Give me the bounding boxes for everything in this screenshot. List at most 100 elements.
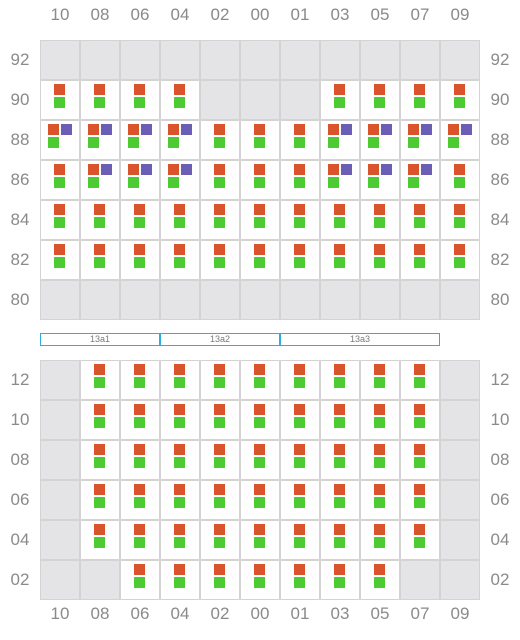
slot-04-05[interactable] (360, 520, 400, 560)
slot-88-04[interactable] (160, 120, 200, 160)
slot-90-06[interactable] (120, 80, 160, 120)
slot-88-06[interactable] (120, 120, 160, 160)
slot-08-00[interactable] (240, 440, 280, 480)
slot-04-03[interactable] (320, 520, 360, 560)
slot-06-01[interactable] (280, 480, 320, 520)
slot-86-05[interactable] (360, 160, 400, 200)
slot-82-00[interactable] (240, 240, 280, 280)
slot-10-05[interactable] (360, 400, 400, 440)
slot-86-10[interactable] (40, 160, 80, 200)
slot-04-00[interactable] (240, 520, 280, 560)
slot-06-02[interactable] (200, 480, 240, 520)
slot-90-10[interactable] (40, 80, 80, 120)
slot-06-04[interactable] (160, 480, 200, 520)
slot-10-00[interactable] (240, 400, 280, 440)
slot-90-03[interactable] (320, 80, 360, 120)
slot-84-05[interactable] (360, 200, 400, 240)
zone-13a1[interactable]: 13a1 (40, 333, 160, 346)
slot-08-03[interactable] (320, 440, 360, 480)
slot-90-08[interactable] (80, 80, 120, 120)
slot-88-00[interactable] (240, 120, 280, 160)
slot-82-05[interactable] (360, 240, 400, 280)
slot-84-10[interactable] (40, 200, 80, 240)
zone-13a3[interactable]: 13a3 (280, 333, 440, 346)
slot-04-01[interactable] (280, 520, 320, 560)
slot-90-05[interactable] (360, 80, 400, 120)
slot-02-06[interactable] (120, 560, 160, 600)
slot-86-02[interactable] (200, 160, 240, 200)
slot-12-00[interactable] (240, 360, 280, 400)
slot-90-09[interactable] (440, 80, 480, 120)
slot-02-01[interactable] (280, 560, 320, 600)
slot-12-02[interactable] (200, 360, 240, 400)
slot-02-03[interactable] (320, 560, 360, 600)
slot-82-03[interactable] (320, 240, 360, 280)
slot-02-04[interactable] (160, 560, 200, 600)
slot-10-04[interactable] (160, 400, 200, 440)
slot-10-08[interactable] (80, 400, 120, 440)
slot-84-01[interactable] (280, 200, 320, 240)
slot-04-06[interactable] (120, 520, 160, 560)
slot-82-07[interactable] (400, 240, 440, 280)
slot-02-00[interactable] (240, 560, 280, 600)
slot-10-06[interactable] (120, 400, 160, 440)
slot-06-00[interactable] (240, 480, 280, 520)
slot-08-07[interactable] (400, 440, 440, 480)
slot-84-07[interactable] (400, 200, 440, 240)
slot-82-01[interactable] (280, 240, 320, 280)
slot-86-09[interactable] (440, 160, 480, 200)
slot-06-06[interactable] (120, 480, 160, 520)
slot-82-10[interactable] (40, 240, 80, 280)
slot-10-02[interactable] (200, 400, 240, 440)
slot-08-02[interactable] (200, 440, 240, 480)
slot-88-05[interactable] (360, 120, 400, 160)
slot-02-05[interactable] (360, 560, 400, 600)
slot-88-08[interactable] (80, 120, 120, 160)
slot-90-07[interactable] (400, 80, 440, 120)
slot-86-04[interactable] (160, 160, 200, 200)
slot-84-04[interactable] (160, 200, 200, 240)
slot-86-06[interactable] (120, 160, 160, 200)
slot-08-05[interactable] (360, 440, 400, 480)
slot-08-06[interactable] (120, 440, 160, 480)
slot-12-08[interactable] (80, 360, 120, 400)
slot-08-01[interactable] (280, 440, 320, 480)
slot-86-01[interactable] (280, 160, 320, 200)
slot-90-04[interactable] (160, 80, 200, 120)
slot-08-04[interactable] (160, 440, 200, 480)
slot-82-08[interactable] (80, 240, 120, 280)
zone-13a2[interactable]: 13a2 (160, 333, 280, 346)
slot-84-08[interactable] (80, 200, 120, 240)
slot-82-06[interactable] (120, 240, 160, 280)
slot-88-03[interactable] (320, 120, 360, 160)
slot-84-06[interactable] (120, 200, 160, 240)
slot-84-09[interactable] (440, 200, 480, 240)
slot-04-07[interactable] (400, 520, 440, 560)
slot-06-07[interactable] (400, 480, 440, 520)
slot-06-05[interactable] (360, 480, 400, 520)
slot-84-03[interactable] (320, 200, 360, 240)
slot-82-02[interactable] (200, 240, 240, 280)
slot-88-09[interactable] (440, 120, 480, 160)
slot-84-00[interactable] (240, 200, 280, 240)
slot-06-08[interactable] (80, 480, 120, 520)
slot-12-05[interactable] (360, 360, 400, 400)
slot-12-03[interactable] (320, 360, 360, 400)
slot-88-02[interactable] (200, 120, 240, 160)
slot-02-02[interactable] (200, 560, 240, 600)
slot-04-04[interactable] (160, 520, 200, 560)
slot-12-01[interactable] (280, 360, 320, 400)
slot-86-08[interactable] (80, 160, 120, 200)
slot-88-07[interactable] (400, 120, 440, 160)
slot-88-01[interactable] (280, 120, 320, 160)
slot-84-02[interactable] (200, 200, 240, 240)
slot-04-02[interactable] (200, 520, 240, 560)
slot-06-03[interactable] (320, 480, 360, 520)
slot-10-03[interactable] (320, 400, 360, 440)
slot-86-07[interactable] (400, 160, 440, 200)
slot-82-09[interactable] (440, 240, 480, 280)
slot-12-04[interactable] (160, 360, 200, 400)
slot-10-01[interactable] (280, 400, 320, 440)
slot-86-00[interactable] (240, 160, 280, 200)
slot-08-08[interactable] (80, 440, 120, 480)
